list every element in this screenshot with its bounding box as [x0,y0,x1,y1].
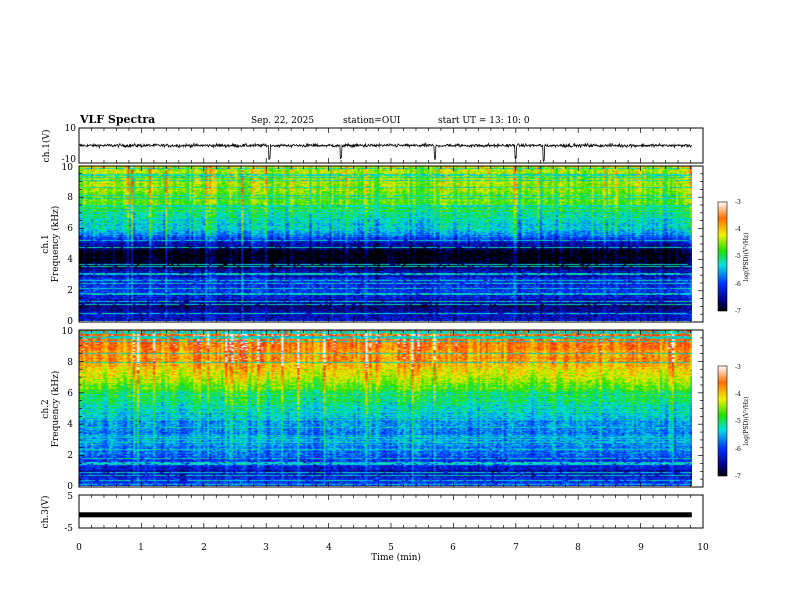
s1-ytick-0: 0 [67,317,73,327]
s1-frequency-label: Frequency (kHz) [50,206,61,283]
time-axis: 0 1 2 3 4 5 6 7 8 9 10 Time (min) [76,543,709,563]
s2-ytick-6: 6 [67,389,73,399]
xtick-7: 7 [513,543,519,553]
xtick-10: 10 [697,543,709,553]
s2-cb-tick-m4: -4 [735,391,741,398]
ch1-waveform-panel: 10 -10 ch.1(V) [41,124,704,165]
s1-ytick-6: 6 [67,224,73,234]
figure-title: VLF Spectra [79,113,155,126]
s1-colorbar [717,201,728,312]
x-axis-label: Time (min) [371,552,421,563]
ch3-waveform-panel: 5 -5 ch.3(V) [40,492,704,534]
ch1-waveform-ylabel: ch.1(V) [41,130,52,163]
ch1-spectrogram-panel: 0 2 4 6 8 10 ch.1 Frequency (kHz) -3 -4 … [41,163,750,327]
ch3-ytick-top: 5 [67,492,73,502]
ch2-spectrogram-panel: 0 2 4 6 8 10 ch.2 Frequency (kHz) -3 -4 … [41,327,750,492]
s2-cb-tick-m5: -5 [735,418,741,425]
s2-cb-tick-m6: -6 [735,446,741,453]
s1-cb-tick-m6: -6 [735,281,741,288]
start-time-label: start UT = 13: 10: 0 [438,116,530,126]
xtick-5: 5 [388,543,394,553]
ch1-ytick-bottom: -10 [62,155,77,165]
s1-cb-tick-m3: -3 [735,199,741,206]
ch3-waveform-ylabel: ch.3(V) [40,496,51,529]
s2-frequency-label: Frequency (kHz) [50,371,61,448]
s2-channel-label: ch.2 [41,399,51,418]
s1-ytick-2: 2 [67,286,73,296]
s2-ytick-0: 0 [67,482,73,492]
s2-ytick-10: 10 [62,327,74,337]
xtick-3: 3 [263,543,269,553]
s2-cb-tick-m7: -7 [735,473,741,480]
xtick-2: 2 [201,543,207,553]
s2-colorbar-label: log(PSD)(V²/Hz) [743,397,750,446]
s2-cb-tick-m3: -3 [735,364,741,371]
ch1-waveform-trace [78,142,692,163]
s1-channel-label: ch.1 [41,234,51,253]
ch3-waveform-trace [79,512,692,518]
xtick-9: 9 [638,543,644,553]
s1-ytick-8: 8 [67,193,73,203]
s1-ytick-10: 10 [62,163,74,173]
tick-marks [78,128,704,528]
s1-cb-tick-m5: -5 [735,253,741,260]
xtick-1: 1 [138,543,144,553]
s1-cb-tick-m4: -4 [735,226,741,233]
xtick-4: 4 [326,543,332,553]
ch1-spectrogram-image [79,166,692,321]
ch3-ytick-bottom: -5 [64,524,73,534]
station-label: station=OUI [343,116,401,126]
ch1-ytick-top: 10 [65,124,77,134]
s2-ytick-2: 2 [67,451,73,461]
xtick-8: 8 [575,543,581,553]
xtick-6: 6 [450,543,456,553]
s1-ytick-4: 4 [67,255,73,265]
date-label: Sep. 22, 2025 [251,116,314,126]
s2-colorbar [717,365,728,477]
ch2-spectrogram-image [79,330,692,486]
s2-ytick-4: 4 [67,420,73,430]
s1-cb-tick-m7: -7 [735,308,741,315]
xtick-0: 0 [76,543,82,553]
s2-ytick-8: 8 [67,358,73,368]
s1-colorbar-label: log(PSD)(V²/Hz) [743,233,750,282]
